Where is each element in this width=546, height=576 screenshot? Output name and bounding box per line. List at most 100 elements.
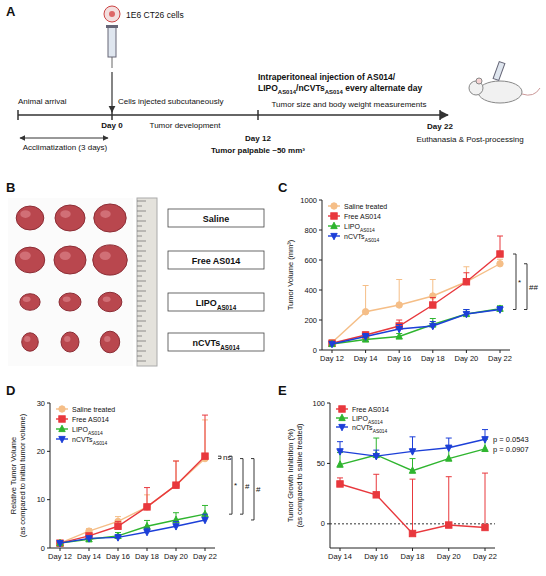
ruler-tick [137,316,142,317]
ruler-tick [137,286,142,287]
ruler-tick [137,271,146,272]
marker [482,445,488,451]
y-tick-label: 0 [41,544,45,553]
x-tick [118,548,119,551]
x-tick [340,548,341,551]
legend-marker [59,436,65,442]
significance-label: # [256,485,261,494]
chart-panel: D0102030Day 12Day 14Day 16Day 18Day 20Da… [6,383,261,561]
marker [409,449,415,455]
x-tick-label: Day 20 [437,552,461,561]
ruler-tick [137,231,146,232]
error-cap [430,279,436,280]
row-label-box [168,209,264,227]
y-tick [47,499,50,500]
x-tick [500,350,501,353]
tumor [16,206,44,230]
series-line [60,520,205,543]
x-tick-label: Day 16 [364,552,388,561]
syringe [108,27,116,57]
x-tick [89,548,90,551]
significance-bracket [218,456,221,458]
legend-label: nCVTsAS014 [352,424,388,434]
tumor [55,205,85,231]
error-cap [482,473,488,474]
x-axis [322,350,510,351]
ruler-tick [137,226,142,227]
error-cap [173,512,179,513]
timeline-tick [439,110,441,120]
timeline [18,114,448,116]
series-line [332,310,500,345]
subscript: AS014 [93,440,108,445]
legend-label: Saline treated [344,203,387,210]
arrival-label: Animal arrival [18,97,67,106]
error-cap [497,236,503,237]
y-tick-label: 600 [304,256,317,265]
y-axis [322,200,323,350]
marker [337,461,343,467]
row-label: Free AS014 [192,256,241,266]
marker [173,516,179,522]
cells-label: 1E6 CT26 cells [126,10,184,20]
significance-label: ns [223,453,231,462]
marker [482,437,488,443]
subscript: AS014 [88,430,103,435]
x-axis [50,548,215,549]
y-tick-label: 800 [304,226,317,235]
marker [463,279,469,285]
marker [373,454,379,460]
x-tick [60,548,61,551]
plot-area [329,236,503,348]
error-cap [463,309,469,310]
treatment-label: LIPOAS014/nCVTsAS014 every alternate day [258,83,423,95]
series-line [60,456,205,543]
row-label: nCVTsAS014 [192,338,240,351]
ruler-tick [137,281,146,282]
legend-marker [339,406,345,412]
x-tick-label: Day 14 [77,552,101,561]
marker [446,445,452,451]
text-part: LIPO [352,415,369,422]
error-cap [410,479,416,480]
cell-icon [104,6,120,22]
marker [409,467,415,473]
x-tick [432,350,433,353]
tumor [15,247,44,273]
ruler-tick [137,351,146,352]
tumor-highlight [100,210,111,218]
subscript: AS014 [220,343,240,350]
marker [446,455,452,461]
y-axis [50,403,51,548]
error-cap [115,521,121,522]
error-cap [430,318,436,319]
photo-ground [8,198,133,366]
marker [115,535,121,541]
y-tick-label: 100 [312,399,325,408]
tumor [100,331,119,353]
text-part: LIPO [72,426,89,433]
error-cap [202,415,208,416]
y-axis-title: Relative Tumor Volume [9,437,18,515]
legend-label: nCVTsAS014 [344,233,380,243]
marker [362,334,368,340]
y-tick [319,320,322,321]
ruler-tick [137,331,146,332]
tumor-highlight [20,210,31,218]
ruler-tick [137,296,142,297]
series-line [60,459,205,544]
y-tick [319,200,322,201]
legend-label: Free AS014 [72,416,109,423]
legend: Saline treatedFree AS014LIPOAS014nCVTsAS… [328,203,387,243]
marker [173,482,179,488]
text-part: LIPO [344,223,361,230]
marker [202,453,208,459]
legend-marker [339,424,345,430]
error-cap [202,514,208,515]
tumor [20,294,40,311]
y-tick [319,230,322,231]
marker [173,482,179,488]
significance-label: * [234,481,237,490]
ruler-tick [137,261,146,262]
subscript: AS014 [325,89,344,95]
